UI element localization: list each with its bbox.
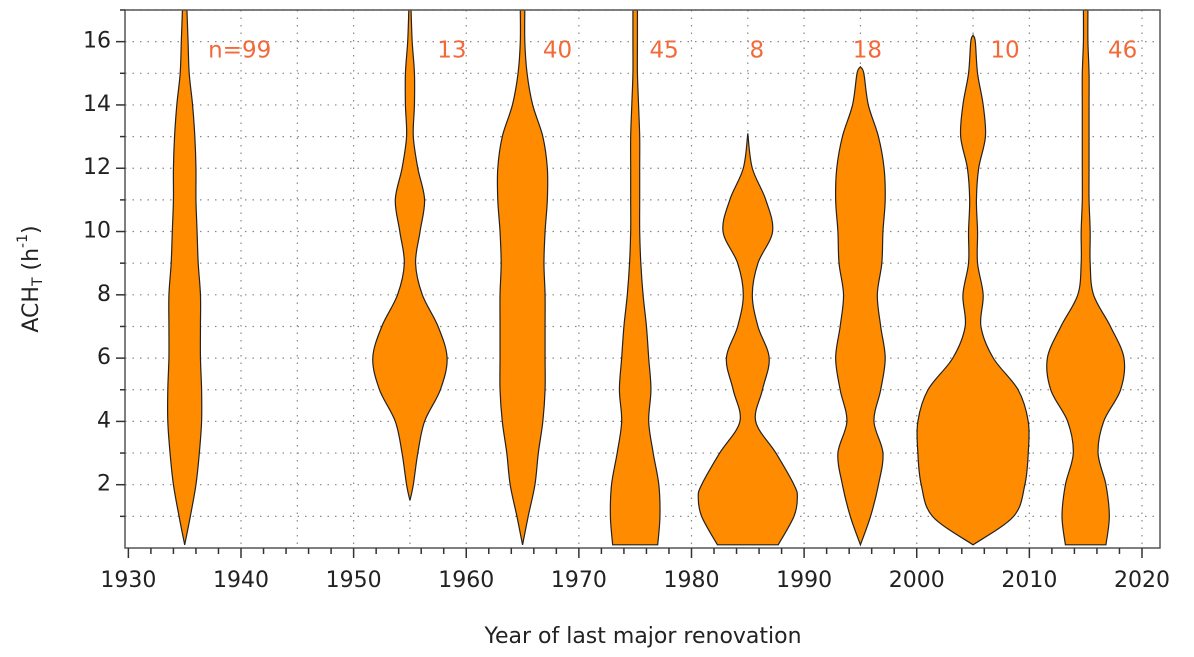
y-tick-label: 8 [97, 282, 111, 307]
x-tick-label: 1950 [326, 568, 382, 593]
x-tick-label: 2000 [889, 568, 945, 593]
x-tick-label: 1940 [213, 568, 269, 593]
n-label: 45 [650, 38, 679, 64]
y-title-part: ) [19, 225, 44, 234]
y-title-sup: -1 [15, 234, 31, 248]
y-tick-label: 4 [97, 408, 111, 433]
n-label: 18 [853, 38, 882, 64]
y-title-part: (h [19, 248, 44, 278]
n-label: 8 [749, 38, 764, 64]
y-axis-title: ACHT (h-1) [15, 225, 46, 332]
violin [1046, 10, 1126, 546]
x-tick-label: 2010 [1001, 568, 1057, 593]
x-tick-label: 1930 [100, 568, 156, 593]
y-title-part: ACH [19, 286, 44, 333]
violins [166, 10, 1126, 547]
y-tick-label: 14 [83, 92, 111, 117]
y-tick-label: 6 [97, 345, 111, 370]
violin [166, 10, 203, 545]
y-title-sub: T [30, 277, 46, 287]
y-tick-label: 10 [83, 219, 111, 244]
y-tick-label: 2 [97, 472, 111, 497]
y-tick-label: 16 [83, 29, 111, 54]
violin [916, 33, 1030, 546]
x-tick-label: 1970 [551, 568, 607, 593]
n-label: n=99 [208, 38, 271, 64]
n-label: 40 [543, 38, 572, 64]
violin [697, 133, 798, 546]
plot-frame [124, 9, 1161, 549]
n-label: 46 [1108, 38, 1137, 64]
violin [372, 10, 448, 501]
violin [496, 10, 549, 545]
x-axis-title: Year of last major renovation [483, 624, 801, 649]
y-tick-label: 12 [83, 155, 111, 180]
x-tick-label: 2020 [1114, 568, 1170, 593]
violin [609, 10, 661, 546]
x-tick-label: 1960 [438, 568, 494, 593]
n-label: 13 [437, 38, 466, 64]
violin [834, 65, 886, 547]
x-tick-label: 1990 [776, 568, 832, 593]
n-label: 10 [990, 38, 1019, 64]
x-tick-label: 1980 [663, 568, 719, 593]
